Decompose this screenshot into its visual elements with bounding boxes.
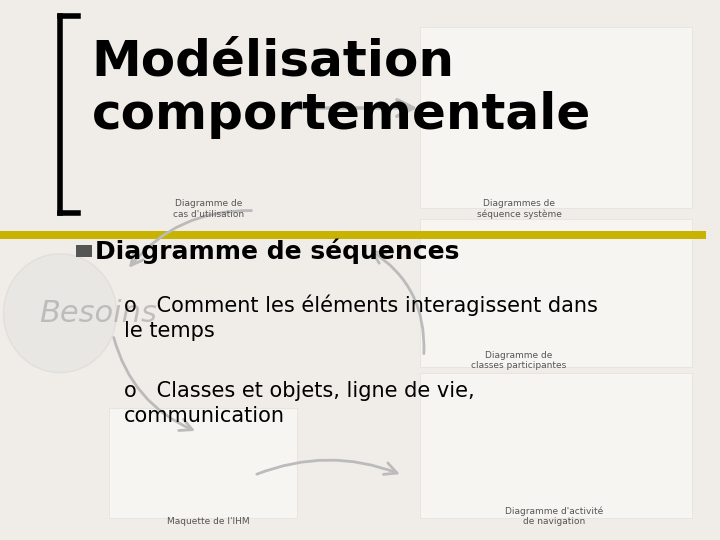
Text: Diagrammes de
séquence système: Diagrammes de séquence système <box>477 199 562 219</box>
Text: Diagramme d'activité
de navigation: Diagramme d'activité de navigation <box>505 507 603 526</box>
Text: Diagramme de
classes participantes: Diagramme de classes participantes <box>472 350 567 370</box>
Text: Besoins: Besoins <box>39 299 157 328</box>
FancyBboxPatch shape <box>420 219 692 367</box>
FancyBboxPatch shape <box>420 373 692 518</box>
Text: Diagramme de
cas d'utilisation: Diagramme de cas d'utilisation <box>173 199 244 219</box>
Text: o   Comment les éléments interagissent dans
le temps: o Comment les éléments interagissent dan… <box>124 294 598 341</box>
Polygon shape <box>76 245 92 257</box>
Ellipse shape <box>4 254 117 373</box>
FancyBboxPatch shape <box>109 408 297 518</box>
FancyBboxPatch shape <box>420 27 692 208</box>
Bar <box>0 231 706 239</box>
Text: o   Classes et objets, ligne de vie,
communication: o Classes et objets, ligne de vie, commu… <box>124 381 474 426</box>
Text: Modélisation
comportementale: Modélisation comportementale <box>92 38 591 139</box>
Text: Maquette de l'IHM: Maquette de l'IHM <box>167 517 250 526</box>
Text: Diagramme de séquences: Diagramme de séquences <box>95 238 459 264</box>
